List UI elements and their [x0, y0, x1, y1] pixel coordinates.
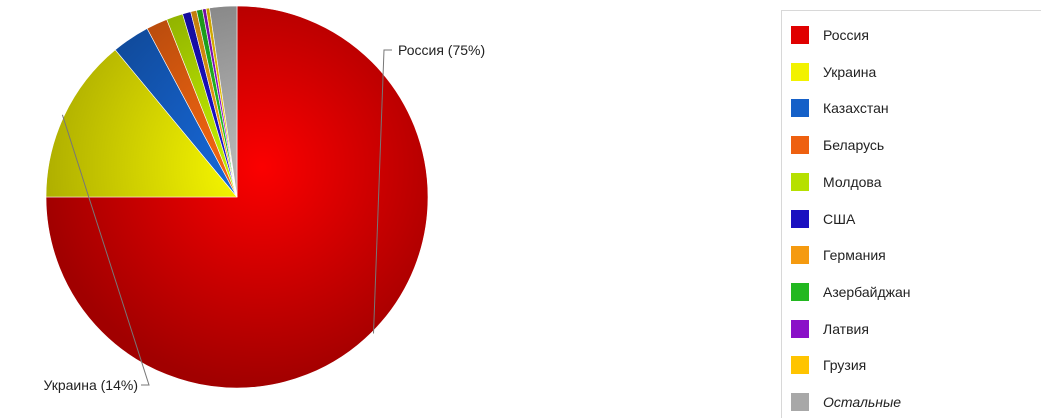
- legend-swatch-4: [791, 172, 809, 191]
- pie-slices: [45, 5, 429, 389]
- legend-label-3: Беларусь: [823, 137, 885, 154]
- legend-swatch-1: [791, 62, 809, 81]
- pie-slice-10[interactable]: [209, 5, 238, 198]
- legend-label-6: Германия: [823, 247, 886, 264]
- legend-swatch-8: [791, 319, 809, 338]
- pie-chart: Россия (75%) Украина (14%): [43, 5, 485, 393]
- legend-item-1[interactable]: Украина: [791, 61, 876, 83]
- legend-item-6[interactable]: Германия: [791, 244, 886, 266]
- legend-item-3[interactable]: Беларусь: [791, 134, 884, 156]
- data-label-1: Украина (14%): [43, 377, 138, 393]
- legend-swatch-10: [791, 393, 809, 411]
- legend-item-2[interactable]: Казахстан: [791, 97, 889, 119]
- legend-label-0: Россия: [823, 27, 869, 43]
- legend-swatch-9: [791, 356, 809, 375]
- legend-label-9: Грузия: [823, 357, 867, 374]
- legend-swatch-0: [791, 26, 809, 44]
- legend: Россия Украина Казахстан Беларусь Молдова США…: [781, 10, 1041, 418]
- legend-label-1: Украина: [823, 63, 877, 80]
- legend-item-4[interactable]: Молдова: [791, 171, 882, 193]
- pie-data-labels: Россия (75%) Украина (14%): [43, 42, 485, 393]
- legend-swatch-6: [791, 246, 809, 265]
- legend-label-8: Латвия: [823, 320, 869, 337]
- legend-item-9[interactable]: Грузия: [791, 354, 866, 376]
- legend-swatch-5: [791, 209, 809, 228]
- legend-label-2: Казахстан: [823, 100, 889, 117]
- pie-slice-1[interactable]: [45, 49, 238, 198]
- legend-label-7: Азербайджан: [823, 283, 911, 300]
- legend-item-10[interactable]: Остальные: [791, 391, 901, 413]
- data-label-0: Россия (75%): [398, 42, 485, 58]
- legend-swatch-3: [791, 136, 809, 155]
- legend-swatch-2: [791, 99, 809, 118]
- legend-label-4: Молдова: [823, 173, 882, 190]
- legend-item-5[interactable]: США: [791, 208, 855, 230]
- data-label-leader-1: [61, 114, 150, 386]
- data-label-leader-0: [373, 49, 392, 334]
- legend-item-7[interactable]: Азербайджан: [791, 281, 911, 303]
- legend-label-10: Остальные: [823, 394, 902, 410]
- legend-item-8[interactable]: Латвия: [791, 318, 869, 340]
- pie-chart-svg: Россия (75%) Украина (14%): [43, 5, 485, 393]
- pie-slice-0[interactable]: [45, 5, 429, 389]
- legend-item-0[interactable]: Россия: [791, 24, 869, 46]
- legend-swatch-7: [791, 282, 809, 301]
- legend-label-5: США: [823, 210, 856, 227]
